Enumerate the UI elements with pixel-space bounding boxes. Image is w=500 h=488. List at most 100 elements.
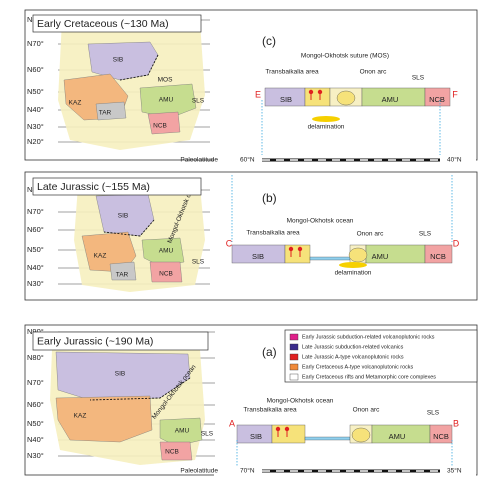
pluton [284,426,290,432]
latitude-label: N70° [27,378,44,387]
block-kaz [55,395,153,443]
section-block [284,244,311,264]
block-tar [109,261,137,281]
section-label: Transbaikalia area [246,230,300,237]
section-block-label: SIB [250,432,262,441]
section-block-label: NCB [429,95,445,104]
section-title: Mongol-Okhotsk ocean [287,218,354,225]
map-label: TAR [116,272,129,279]
paleolatitude-start: 60°N [240,156,255,164]
map-label: SIB [113,57,123,64]
panel-label: (b) [262,191,277,205]
section-label: Onon arc [353,407,380,414]
block-tar [95,101,127,121]
section-label: SLS [427,410,440,417]
section-label: Onon arc [357,231,384,238]
suture-line [89,377,191,401]
latitude-label: N50° [27,87,44,96]
section-label: Transbaikalia area [265,69,319,76]
latitude-label: N60° [27,400,44,409]
onon-arc [348,247,368,263]
delamination-body [312,116,340,122]
paleolatitude-label: Paleolatitude [180,468,218,475]
section-block-label: AMU [382,95,399,104]
title-box [32,177,202,196]
legend-label: Early Cretaceous rifts and Metamorphic c… [302,374,436,380]
map-label: SLS [192,259,205,266]
latitude-label: N30° [27,451,44,460]
section-note: delamination [308,124,345,131]
section-label: SLS [412,75,425,82]
map-label: KAZ [69,100,82,107]
map-label: NCB [165,449,179,456]
section-block [424,87,451,107]
map-label: KAZ [94,253,107,260]
panel-label: (c) [262,34,276,48]
section-end: D [453,238,460,248]
map-label: NCB [153,123,167,130]
panel-title: Late Jurassic (~155 Ma) [37,181,150,193]
map-label: TAR [99,110,112,117]
map-label: AMU [159,97,174,104]
onon-arc [351,427,371,443]
section-block-label: SIB [252,252,264,261]
section-end: A [229,418,235,428]
latitude-label: N90° [27,327,44,336]
section-block-label: AMU [372,252,389,261]
section-block [271,424,306,444]
section-end: E [255,89,261,99]
latitude-label: N60° [27,65,44,74]
pluton [275,426,281,432]
section-title: Mongol-Okhotsk suture (MOS) [301,53,389,60]
suture-line [119,54,159,81]
latitude-label: N20° [27,137,44,146]
ocean [309,256,351,261]
map-label: AMU [175,428,190,435]
pluton [288,246,294,252]
legend-swatch [289,343,299,351]
section-end: C [226,238,233,248]
paleolatitude-end: 40°N [447,156,462,164]
section-note: delamination [335,270,372,277]
section-block-label: NCB [430,252,446,261]
pluton [297,246,303,252]
paleolatitude-start: 70°N [240,467,255,475]
latitude-label: N50° [27,419,44,428]
map-label: SIB [115,371,125,378]
section-label: Transbaikalia area [243,407,297,414]
latitude-label: N40° [27,263,44,272]
title-box [32,14,202,33]
paleolatitude-label: Paleolatitude [180,157,218,164]
latitude-label: N40° [27,105,44,114]
section-block-label: SIB [280,95,292,104]
section-block [304,87,331,107]
map-label: SIB [118,213,128,220]
delamination-body [339,262,367,268]
legend-swatch [289,353,299,361]
legend-swatch [289,363,299,371]
legend-label: Late Jurassic A-type volcanoplutonic roc… [302,354,404,360]
legend-swatch [289,373,299,381]
legend-swatch [289,333,299,341]
section-label: Onon arc [360,69,387,76]
latitude-label: N30° [27,122,44,131]
map-label: SLS [201,431,214,438]
panel-title: Early Jurassic (~190 Ma) [37,335,153,347]
latitude-label: N80° [27,353,44,362]
pluton [317,89,323,95]
panel-title: Early Cretaceous (~130 Ma) [37,18,169,30]
paleolatitude-end: 35°N [447,467,462,475]
latitude-label: N50° [27,245,44,254]
onon-arc [336,90,356,106]
section-label: SLS [419,231,432,238]
panel-label: (a) [262,345,277,359]
section-end: F [452,89,458,99]
block-amu [139,83,197,119]
section-title: Mongol-Okhotsk ocean [267,398,334,405]
map-label: KAZ [74,413,87,420]
block-ncb [147,111,181,135]
section-end: B [453,418,459,428]
section-block-label: NCB [433,432,449,441]
legend-label: Early Jurassic subduction-related volcan… [302,334,435,340]
suture-line [103,219,155,237]
